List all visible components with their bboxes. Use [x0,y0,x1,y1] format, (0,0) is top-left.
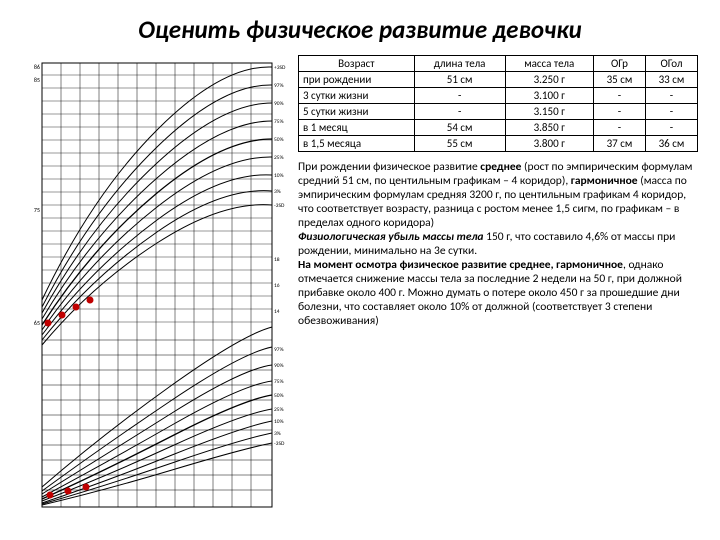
table-cell: при рождении [299,72,415,88]
svg-text:16: 16 [274,283,280,289]
svg-text:-3SD: -3SD [274,203,285,209]
svg-text:75%: 75% [274,379,284,385]
table-cell: - [593,120,645,136]
col-length: длина тела [414,56,505,72]
growth-chart: 86 85 75 65 +3SD 97% 90% 75% 50% 25% 10%… [22,55,292,515]
svg-text:65: 65 [34,319,40,327]
col-age: Возраст [299,56,415,72]
page-title: Оценить физическое развитие девочки [22,14,698,45]
svg-text:10%: 10% [274,173,284,179]
table-cell: - [593,88,645,104]
table-cell: 3.250 г [505,72,593,88]
table-cell: 3.150 г [505,104,593,120]
table-cell: - [593,104,645,120]
paragraph-1: При рождении физическое развитие среднее… [298,160,698,230]
table-cell: - [645,88,697,104]
svg-text:97%: 97% [274,347,284,353]
table-cell: - [414,104,505,120]
table-cell: 35 см [593,72,645,88]
chart-panel: 86 85 75 65 +3SD 97% 90% 75% 50% 25% 10%… [22,55,292,520]
svg-text:90%: 90% [274,363,284,369]
table-cell: 55 см [414,136,505,152]
table-cell: - [645,104,697,120]
svg-text:90%: 90% [274,101,284,107]
table-cell: 54 см [414,120,505,136]
table-cell: 51 см [414,72,505,88]
measurements-table: Возраст длина тела масса тела ОГр ОГол п… [298,55,698,152]
svg-text:86: 86 [34,63,40,71]
paragraph-2: Физиологическая убыль массы тела 150 г, … [298,230,698,258]
table-cell: 33 см [645,72,697,88]
table-row: в 1 месяц54 см3.850 г-- [299,120,698,136]
svg-text:3%: 3% [274,189,281,195]
table-cell: 3.800 г [505,136,593,152]
paragraph-3: На момент осмотра физическое развитие ср… [298,258,698,328]
table-cell: в 1,5 месяца [299,136,415,152]
table-header-row: Возраст длина тела масса тела ОГр ОГол [299,56,698,72]
svg-text:50%: 50% [274,137,284,143]
svg-text:10%: 10% [274,419,284,425]
svg-text:25%: 25% [274,407,284,413]
svg-text:14: 14 [274,309,280,315]
table-row: при рождении51 см3.250 г35 см33 см [299,72,698,88]
table-cell: 3 сутки жизни [299,88,415,104]
content-row: 86 85 75 65 +3SD 97% 90% 75% 50% 25% 10%… [22,55,698,520]
col-ogol: ОГол [645,56,697,72]
svg-text:3%: 3% [274,431,281,437]
svg-text:18: 18 [274,257,280,263]
table-cell: 3.850 г [505,120,593,136]
table-cell: - [414,88,505,104]
table-cell: - [645,120,697,136]
svg-text:+3SD: +3SD [274,65,286,71]
analysis-text: При рождении физическое развитие среднее… [298,160,698,328]
svg-text:25%: 25% [274,155,284,161]
table-row: 5 сутки жизни-3.150 г-- [299,104,698,120]
table-row: в 1,5 месяца55 см3.800 г37 см36 см [299,136,698,152]
table-cell: 3.100 г [505,88,593,104]
svg-text:50%: 50% [274,393,284,399]
col-mass: масса тела [505,56,593,72]
svg-text:75: 75 [34,206,40,214]
table-row: 3 сутки жизни-3.100 г-- [299,88,698,104]
table-cell: 36 см [645,136,697,152]
right-panel: Возраст длина тела масса тела ОГр ОГол п… [298,55,698,520]
table-cell: 37 см [593,136,645,152]
svg-text:-3SD: -3SD [274,441,285,447]
svg-text:97%: 97% [274,83,284,89]
svg-text:85: 85 [34,76,40,84]
svg-text:75%: 75% [274,119,284,125]
col-ogr: ОГр [593,56,645,72]
table-cell: в 1 месяц [299,120,415,136]
table-cell: 5 сутки жизни [299,104,415,120]
